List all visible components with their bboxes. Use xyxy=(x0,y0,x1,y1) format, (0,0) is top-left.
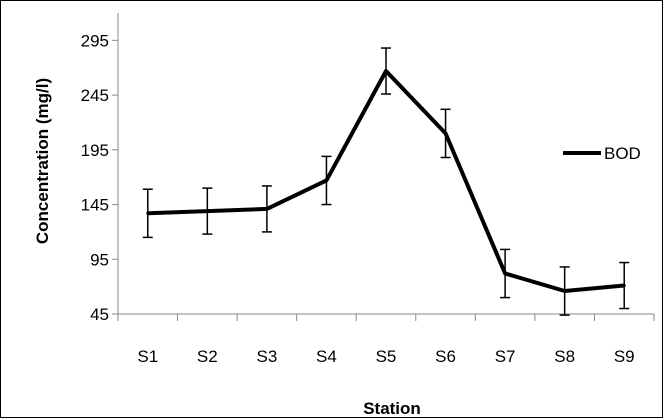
data-point xyxy=(205,209,209,213)
data-point xyxy=(146,211,150,215)
data-point xyxy=(324,178,328,182)
y-tick-label: 45 xyxy=(90,305,109,324)
data-point xyxy=(622,284,626,288)
x-tick-label: S5 xyxy=(376,347,397,366)
data-point xyxy=(384,69,388,73)
y-tick-label: 245 xyxy=(81,86,109,105)
x-tick-label: S2 xyxy=(197,347,218,366)
x-tick-label: S1 xyxy=(137,347,158,366)
x-tick-label: S3 xyxy=(256,347,277,366)
x-tick-label: S7 xyxy=(495,347,516,366)
data-point xyxy=(503,272,507,276)
y-axis: 45 95 145 195 245 295 xyxy=(81,13,119,324)
y-tick-label: 95 xyxy=(90,250,109,269)
data-point xyxy=(563,289,567,293)
y-tick-label: 295 xyxy=(81,31,109,50)
x-tick-label: S6 xyxy=(435,347,456,366)
series xyxy=(146,69,626,294)
data-point xyxy=(444,131,448,135)
x-axis: S1 S2 S3 S4 S5 S6 S7 S8 S9 xyxy=(117,313,655,366)
y-tick-label: 145 xyxy=(81,196,109,215)
y-tick-label: 195 xyxy=(81,141,109,160)
data-point xyxy=(265,207,269,211)
x-tick-label: S9 xyxy=(614,347,635,366)
legend: BOD xyxy=(563,144,641,163)
x-tick-label: S8 xyxy=(554,347,575,366)
error-bars xyxy=(142,47,630,316)
x-tick-label: S4 xyxy=(316,347,337,366)
legend-label-bod: BOD xyxy=(604,144,641,163)
y-axis-title: Concentration (mg/l) xyxy=(33,78,52,244)
x-axis-title: Station xyxy=(363,399,421,418)
series-line-bod xyxy=(147,69,625,294)
